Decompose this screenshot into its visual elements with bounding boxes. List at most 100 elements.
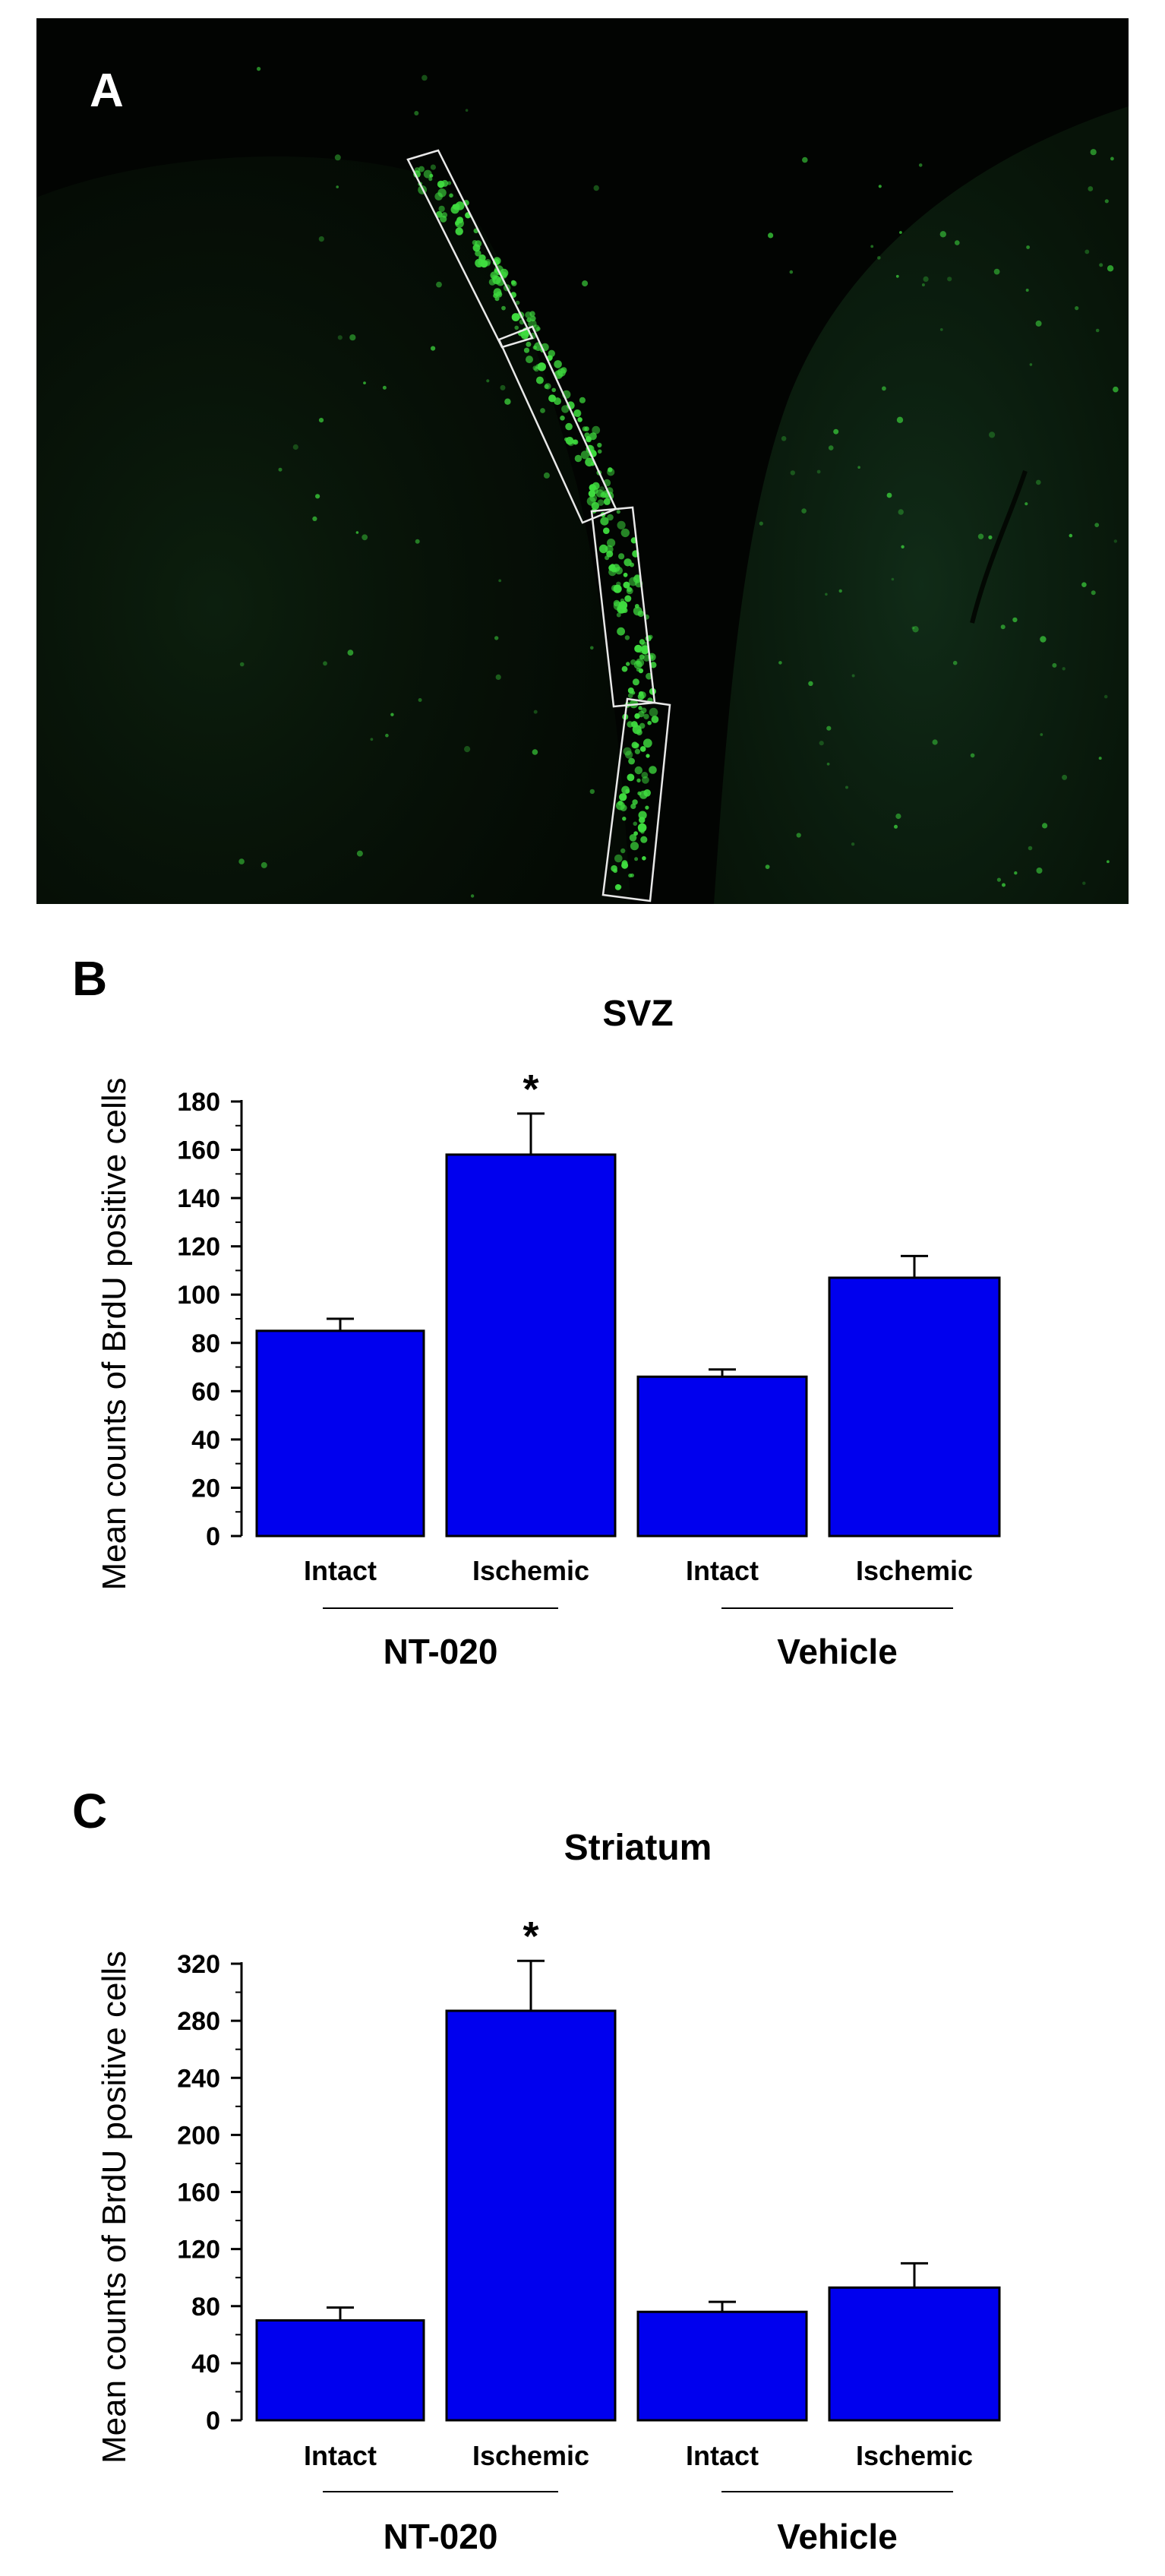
brdu-cell <box>623 572 628 577</box>
brdu-cell <box>637 610 644 618</box>
brdu-cell <box>923 276 929 282</box>
brdu-cell <box>639 746 646 752</box>
brdu-cell <box>634 574 641 581</box>
brdu-cell <box>514 325 519 330</box>
brdu-cell <box>620 804 627 811</box>
brdu-cell <box>646 754 650 758</box>
brdu-cell <box>385 733 389 738</box>
brdu-cell <box>639 639 646 645</box>
brdu-cell <box>361 534 368 541</box>
brdu-cell <box>651 716 659 723</box>
brdu-cell <box>911 626 915 630</box>
brdu-cell <box>1040 636 1047 643</box>
brdu-cell <box>939 231 947 238</box>
brdu-cell <box>970 753 975 758</box>
brdu-cell <box>580 450 590 460</box>
brdu-cell <box>617 627 625 636</box>
brdu-cell <box>1002 883 1006 887</box>
brdu-cell <box>472 244 481 252</box>
brdu-cell <box>447 181 452 185</box>
brdu-cell <box>465 109 469 112</box>
brdu-cell <box>918 163 923 167</box>
brdu-cell <box>334 154 341 161</box>
brdu-cell <box>603 527 610 534</box>
brdu-cell <box>649 707 658 717</box>
y-tick-label: 280 <box>177 2007 220 2036</box>
brdu-cell <box>456 217 463 223</box>
brdu-cell <box>1081 582 1087 587</box>
brdu-cell <box>545 383 551 390</box>
brdu-cell <box>636 668 640 672</box>
y-axis-label: Mean counts of BrdU positive cells <box>96 1951 133 2464</box>
brdu-cell <box>1110 156 1114 161</box>
brdu-cell <box>626 662 630 666</box>
brdu-cell <box>494 296 500 302</box>
brdu-cell <box>627 721 633 728</box>
brdu-cell <box>627 693 633 698</box>
brdu-cell <box>548 349 555 357</box>
x-tick-label: Ischemic <box>856 1555 973 1586</box>
brdu-cell <box>589 485 596 491</box>
brdu-cell <box>504 398 511 405</box>
x-tick-label: Ischemic <box>472 2440 589 2471</box>
panel-a-micrograph: A <box>36 18 1129 904</box>
chart-striatum: C Striatum Mean counts of BrdU positive ce… <box>72 1784 1001 2556</box>
brdu-cell <box>891 577 895 581</box>
brdu-cell <box>532 749 538 755</box>
brdu-cell <box>611 864 617 872</box>
brdu-cell <box>1042 823 1048 829</box>
brdu-cell <box>600 517 609 526</box>
brdu-cell <box>1040 733 1043 736</box>
brdu-cell <box>638 811 647 820</box>
brdu-cell <box>801 508 807 514</box>
brdu-cell <box>1014 871 1018 875</box>
brdu-cell <box>415 539 420 544</box>
brdu-cell <box>573 439 579 445</box>
brdu-cell <box>430 164 437 170</box>
brdu-cell <box>1075 306 1079 311</box>
brdu-cell <box>475 250 481 257</box>
brdu-cell <box>337 335 343 340</box>
brdu-cell <box>574 454 582 463</box>
brdu-cell <box>802 156 808 163</box>
brdu-cell <box>642 856 646 861</box>
brdu-cell <box>796 833 801 838</box>
brdu-cell <box>636 778 641 783</box>
brdu-cell <box>624 595 632 602</box>
brdu-cell <box>996 877 1001 882</box>
brdu-cell <box>526 341 532 347</box>
brdu-cell <box>912 626 919 633</box>
brdu-cell <box>1113 539 1118 543</box>
brdu-cell <box>428 177 433 182</box>
brdu-cell <box>1012 617 1018 623</box>
brdu-cell <box>1036 479 1041 485</box>
brdu-cell <box>441 212 448 218</box>
brdu-cell <box>633 722 639 728</box>
brdu-cell <box>624 751 633 759</box>
brdu-cell <box>643 713 649 719</box>
brdu-cell <box>826 725 832 731</box>
brdu-cell <box>278 467 283 472</box>
brdu-cell <box>790 470 796 476</box>
brdu-cell <box>640 836 648 843</box>
brdu-cell <box>540 408 545 413</box>
y-tick-label: 0 <box>206 2407 220 2435</box>
bar <box>445 1153 617 1538</box>
brdu-cell <box>642 738 652 748</box>
brdu-cell <box>877 256 881 260</box>
y-tick-label: 80 <box>191 1329 220 1358</box>
brdu-cell <box>1107 265 1114 272</box>
brdu-cell <box>633 660 642 669</box>
panel-letter-c: C <box>72 1784 107 1838</box>
brdu-cell <box>582 280 589 287</box>
brdu-cell <box>616 510 620 514</box>
brdu-cell <box>1099 263 1103 267</box>
brdu-cell <box>1069 533 1073 538</box>
y-tick-label: 40 <box>191 1426 220 1455</box>
brdu-cell <box>617 520 626 529</box>
brdu-cell <box>851 674 855 678</box>
brdu-cell <box>819 741 824 746</box>
brdu-cell <box>895 813 901 820</box>
brdu-cell <box>485 261 491 267</box>
